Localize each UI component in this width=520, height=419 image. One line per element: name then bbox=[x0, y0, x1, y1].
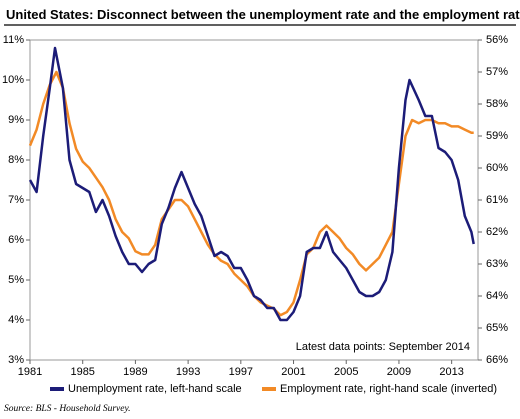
y-tick-label: 11% bbox=[3, 34, 24, 46]
y2-tick-label: 65% bbox=[486, 322, 508, 334]
y2-tick-label: 62% bbox=[486, 226, 508, 238]
series-line bbox=[28, 70, 474, 317]
annotation: Latest data points: September 2014 bbox=[296, 341, 470, 353]
y2-tick-label: 66% bbox=[486, 354, 508, 366]
x-tick-label: 2009 bbox=[387, 366, 411, 378]
x-tick-label: 2013 bbox=[439, 366, 463, 378]
x-tick-label: 1981 bbox=[18, 366, 42, 378]
y2-tick-label: 59% bbox=[486, 130, 508, 142]
series-line bbox=[28, 46, 475, 322]
y-tick-label: 9% bbox=[8, 114, 24, 126]
y-tick-label: 6% bbox=[8, 234, 24, 246]
y2-tick-label: 64% bbox=[486, 290, 508, 302]
legend-label: Employment rate, right-hand scale (inver… bbox=[280, 383, 497, 395]
y-tick-label: 7% bbox=[8, 194, 24, 206]
y2-tick-label: 58% bbox=[486, 98, 508, 110]
x-tick-label: 2001 bbox=[281, 366, 305, 378]
y-tick-label: 4% bbox=[8, 314, 24, 326]
x-tick-label: 1993 bbox=[176, 366, 200, 378]
plot-frame bbox=[29, 39, 479, 361]
y2-tick-label: 60% bbox=[486, 162, 508, 174]
legend-label: Unemployment rate, left-hand scale bbox=[68, 383, 242, 395]
y2-tick-label: 61% bbox=[486, 194, 508, 206]
chart-title: United States: Disconnect between the un… bbox=[6, 7, 520, 22]
source: Source: BLS - Household Survey. bbox=[4, 404, 131, 414]
y2-tick-label: 63% bbox=[486, 258, 508, 270]
x-tick-label: 1989 bbox=[123, 366, 147, 378]
x-tick-label: 1997 bbox=[229, 366, 253, 378]
y2-tick-label: 56% bbox=[486, 34, 508, 46]
y-tick-label: 5% bbox=[8, 274, 24, 286]
y-tick-label: 3% bbox=[8, 354, 24, 366]
y-tick-label: 10% bbox=[2, 74, 24, 86]
y-tick-label: 8% bbox=[8, 154, 24, 166]
x-tick-label: 1985 bbox=[70, 366, 94, 378]
y2-tick-label: 57% bbox=[486, 66, 508, 78]
x-tick-label: 2005 bbox=[334, 366, 358, 378]
